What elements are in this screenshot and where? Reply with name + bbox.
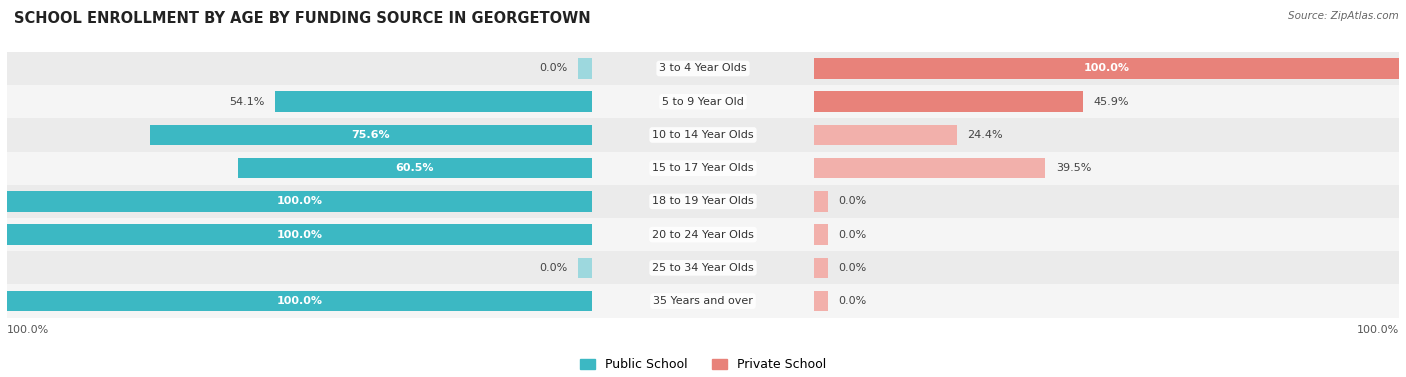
Bar	[7, 291, 592, 311]
Text: 3 to 4 Year Olds: 3 to 4 Year Olds	[659, 63, 747, 74]
Text: 18 to 19 Year Olds: 18 to 19 Year Olds	[652, 196, 754, 206]
Text: 60.5%: 60.5%	[395, 163, 434, 173]
Bar	[814, 291, 828, 311]
Bar	[7, 52, 1399, 85]
Bar	[578, 257, 592, 278]
Text: SCHOOL ENROLLMENT BY AGE BY FUNDING SOURCE IN GEORGETOWN: SCHOOL ENROLLMENT BY AGE BY FUNDING SOUR…	[14, 11, 591, 26]
Text: 100.0%: 100.0%	[1084, 63, 1129, 74]
Bar	[578, 58, 592, 79]
Legend: Public School, Private School: Public School, Private School	[579, 358, 827, 371]
Text: 5 to 9 Year Old: 5 to 9 Year Old	[662, 97, 744, 107]
Bar	[814, 125, 957, 145]
Bar	[814, 92, 1083, 112]
Bar	[7, 218, 1399, 251]
Text: 0.0%: 0.0%	[839, 296, 868, 306]
Bar	[814, 58, 1399, 79]
Text: 100.0%: 100.0%	[277, 230, 322, 240]
Text: 0.0%: 0.0%	[839, 230, 868, 240]
Bar	[7, 152, 1399, 185]
Bar	[7, 191, 592, 212]
Bar	[814, 191, 828, 212]
Text: 100.0%: 100.0%	[7, 325, 49, 335]
Text: 100.0%: 100.0%	[1357, 325, 1399, 335]
Text: 45.9%: 45.9%	[1092, 97, 1129, 107]
Text: 0.0%: 0.0%	[839, 263, 868, 273]
Text: 20 to 24 Year Olds: 20 to 24 Year Olds	[652, 230, 754, 240]
Bar	[238, 158, 592, 178]
Bar	[7, 85, 1399, 118]
Bar	[7, 118, 1399, 152]
Bar	[7, 251, 1399, 285]
Text: 15 to 17 Year Olds: 15 to 17 Year Olds	[652, 163, 754, 173]
Bar	[814, 224, 828, 245]
Text: 75.6%: 75.6%	[352, 130, 389, 140]
Text: 10 to 14 Year Olds: 10 to 14 Year Olds	[652, 130, 754, 140]
Text: 0.0%: 0.0%	[839, 196, 868, 206]
Text: 0.0%: 0.0%	[538, 63, 567, 74]
Text: 100.0%: 100.0%	[277, 196, 322, 206]
Text: 39.5%: 39.5%	[1056, 163, 1091, 173]
Text: 100.0%: 100.0%	[277, 296, 322, 306]
Text: Source: ZipAtlas.com: Source: ZipAtlas.com	[1288, 11, 1399, 21]
Bar	[7, 224, 592, 245]
Text: 54.1%: 54.1%	[229, 97, 264, 107]
Bar	[149, 125, 592, 145]
Text: 25 to 34 Year Olds: 25 to 34 Year Olds	[652, 263, 754, 273]
Bar	[814, 158, 1045, 178]
Bar	[7, 285, 1399, 318]
Text: 35 Years and over: 35 Years and over	[652, 296, 754, 306]
Bar	[276, 92, 592, 112]
Bar	[814, 257, 828, 278]
Text: 0.0%: 0.0%	[538, 263, 567, 273]
Bar	[7, 185, 1399, 218]
Text: 24.4%: 24.4%	[967, 130, 1002, 140]
